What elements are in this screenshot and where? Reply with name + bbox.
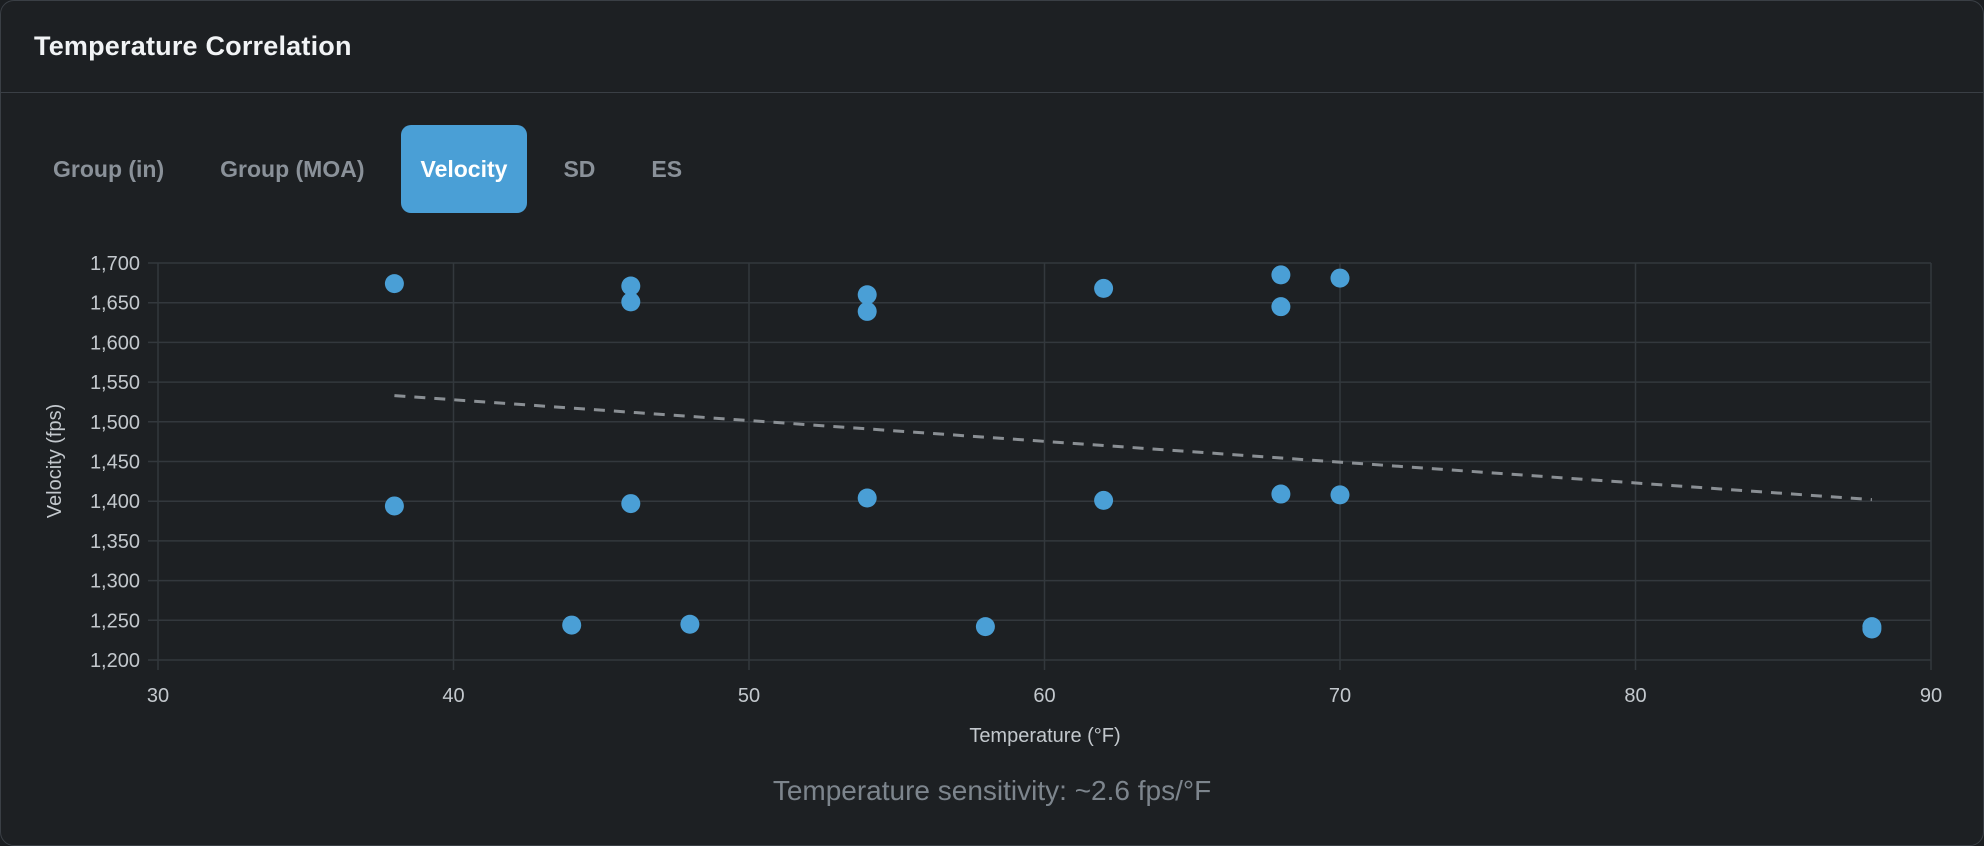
grid-lines (148, 262, 1932, 670)
data-point (1094, 278, 1114, 298)
tab-sd[interactable]: SD (563, 156, 596, 182)
data-point (384, 496, 404, 516)
data-point (562, 615, 582, 635)
y-tick-label: 1,600 (90, 332, 140, 354)
x-tick-label: 80 (1624, 685, 1646, 707)
data-point (621, 494, 641, 514)
data-point (857, 285, 877, 305)
y-tick-label: 1,450 (90, 452, 140, 474)
data-point (857, 301, 877, 321)
tab-velocity[interactable]: Velocity (400, 125, 528, 213)
y-tick-label: 1,500 (90, 412, 140, 434)
x-tick-label: 30 (147, 685, 169, 707)
metric-tabs: Group (in) Group (MOA) Velocity SD ES (33, 125, 718, 213)
data-point (680, 614, 700, 634)
data-point (1271, 265, 1291, 285)
data-points (384, 265, 1882, 639)
y-tick-label: 1,550 (90, 372, 140, 394)
data-point (621, 292, 641, 312)
tab-group-moa[interactable]: Group (MOA) (220, 156, 365, 182)
card-header: Temperature Correlation (1, 1, 1983, 93)
x-tick-label: 50 (738, 685, 760, 707)
tab-group-in[interactable]: Group (in) (53, 156, 165, 182)
y-tick-label: 1,350 (90, 531, 140, 553)
data-point (1271, 484, 1291, 504)
y-tick-label: 1,650 (90, 293, 140, 315)
trendline (394, 394, 1873, 502)
y-tick-label: 1,400 (90, 491, 140, 513)
trendline-layer (394, 394, 1873, 502)
data-point (621, 276, 641, 296)
x-tick-label: 70 (1329, 685, 1351, 707)
x-axis-label: Temperature (°F) (969, 725, 1120, 747)
y-tick-label: 1,250 (90, 610, 140, 632)
x-tick-label: 90 (1920, 685, 1942, 707)
data-point (1094, 490, 1114, 510)
data-point (1271, 297, 1291, 317)
card-title: Temperature Correlation (34, 31, 352, 61)
data-point (1330, 485, 1350, 505)
data-point (1330, 268, 1350, 288)
y-tick-label: 1,700 (90, 253, 140, 275)
data-point (1862, 619, 1882, 639)
x-tick-label: 40 (442, 685, 464, 707)
y-axis-ticks: 1,200 1,250 1,300 1,350 1,400 1,450 1,500 1,550… (90, 253, 140, 672)
tab-es[interactable]: ES (651, 156, 683, 182)
y-axis-label: Velocity (fps) (44, 404, 66, 518)
y-tick-label: 1,300 (90, 571, 140, 593)
temperature-sensitivity-note: Temperature sensitivity: ~2.6 fps/°F (772, 775, 1212, 806)
x-axis-ticks: 30 40 50 60 70 80 90 (147, 685, 1942, 707)
data-point (857, 488, 877, 508)
data-point (975, 617, 995, 637)
x-tick-label: 60 (1033, 685, 1055, 707)
data-point (384, 274, 404, 294)
y-tick-label: 1,200 (90, 650, 140, 672)
